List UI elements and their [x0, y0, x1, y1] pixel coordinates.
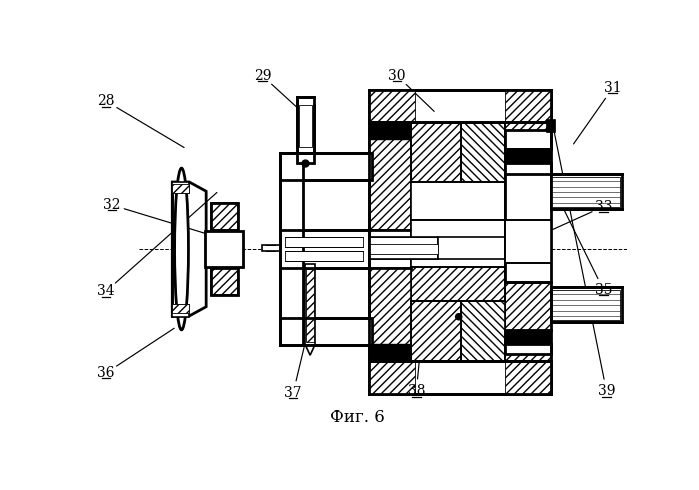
- Text: Фиг. 6: Фиг. 6: [331, 409, 385, 426]
- Text: 36: 36: [97, 366, 115, 380]
- Bar: [172, 305, 189, 317]
- Bar: [261, 245, 280, 251]
- Circle shape: [456, 314, 462, 320]
- Bar: [211, 203, 238, 230]
- Bar: [211, 268, 238, 295]
- Bar: [172, 304, 189, 313]
- Text: 30: 30: [389, 69, 406, 83]
- Bar: [368, 245, 438, 254]
- Bar: [505, 149, 551, 163]
- Polygon shape: [172, 182, 206, 316]
- Polygon shape: [305, 345, 315, 355]
- Bar: [411, 122, 461, 182]
- Bar: [551, 288, 622, 322]
- Bar: [547, 121, 555, 132]
- Bar: [297, 98, 314, 153]
- Text: 37: 37: [284, 386, 302, 400]
- Bar: [461, 301, 505, 362]
- Text: 39: 39: [598, 385, 615, 398]
- Bar: [205, 231, 243, 267]
- Bar: [461, 301, 505, 362]
- Bar: [280, 318, 373, 345]
- Bar: [211, 268, 238, 295]
- Bar: [411, 301, 461, 362]
- Bar: [368, 362, 415, 394]
- Bar: [368, 90, 551, 122]
- Circle shape: [302, 160, 309, 167]
- Bar: [306, 269, 314, 342]
- Text: 31: 31: [604, 81, 621, 95]
- Bar: [411, 182, 505, 301]
- Bar: [505, 122, 551, 362]
- Bar: [505, 330, 551, 343]
- Bar: [438, 238, 505, 259]
- Bar: [368, 362, 551, 394]
- Bar: [280, 230, 368, 268]
- Bar: [368, 90, 415, 122]
- Bar: [547, 121, 555, 132]
- Ellipse shape: [175, 168, 189, 330]
- Bar: [172, 182, 189, 193]
- Bar: [461, 122, 505, 182]
- Bar: [297, 153, 314, 163]
- Bar: [280, 268, 368, 320]
- Bar: [285, 238, 363, 246]
- Bar: [505, 122, 551, 362]
- Text: 32: 32: [103, 198, 121, 212]
- Bar: [299, 105, 312, 147]
- Bar: [505, 343, 551, 354]
- Bar: [552, 290, 621, 320]
- Bar: [505, 130, 551, 149]
- Bar: [552, 176, 621, 207]
- Text: 35: 35: [595, 283, 612, 297]
- Text: 28: 28: [97, 94, 115, 108]
- Bar: [285, 251, 363, 261]
- Bar: [505, 163, 551, 282]
- Bar: [280, 153, 303, 345]
- Bar: [411, 182, 505, 301]
- Bar: [368, 343, 411, 362]
- Bar: [172, 184, 189, 193]
- Bar: [280, 177, 368, 230]
- Text: 33: 33: [595, 199, 612, 214]
- Text: 38: 38: [408, 385, 425, 398]
- Bar: [411, 182, 505, 220]
- Bar: [368, 122, 411, 140]
- Bar: [305, 265, 315, 345]
- Bar: [211, 203, 238, 230]
- Bar: [411, 220, 505, 267]
- Bar: [368, 238, 438, 259]
- Bar: [411, 122, 461, 182]
- Bar: [280, 153, 373, 180]
- Text: 34: 34: [97, 284, 115, 298]
- Bar: [505, 90, 551, 122]
- Bar: [505, 362, 551, 394]
- Bar: [551, 174, 622, 209]
- Bar: [505, 220, 551, 263]
- Bar: [368, 122, 411, 362]
- Bar: [368, 230, 411, 268]
- Bar: [368, 122, 411, 362]
- Text: 29: 29: [254, 69, 271, 83]
- Bar: [461, 122, 505, 182]
- Bar: [411, 301, 461, 362]
